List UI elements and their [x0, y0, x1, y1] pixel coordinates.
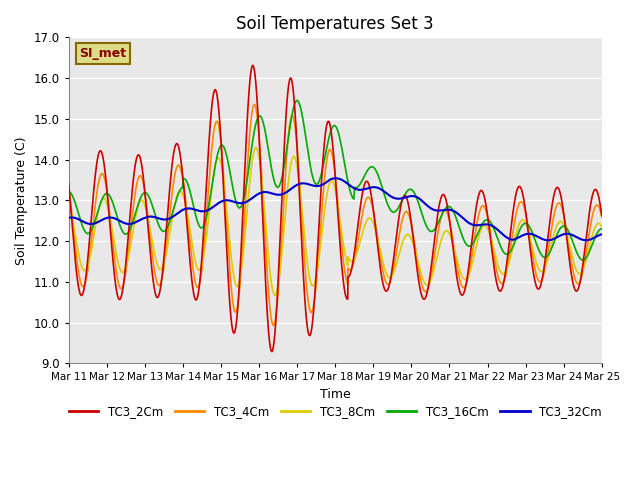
TC3_16Cm	[246, 159, 253, 165]
Line: TC3_8Cm: TC3_8Cm	[68, 148, 602, 295]
TC3_2Cm	[249, 62, 257, 68]
Line: TC3_2Cm: TC3_2Cm	[68, 65, 602, 351]
TC3_16Cm	[598, 226, 605, 232]
TC3_16Cm	[586, 249, 593, 254]
TC3_8Cm	[108, 225, 116, 230]
TC3_4Cm	[246, 133, 253, 139]
TC3_4Cm	[65, 186, 72, 192]
TC3_32Cm	[332, 175, 340, 181]
TC3_32Cm	[598, 231, 605, 237]
Title: Soil Temperatures Set 3: Soil Temperatures Set 3	[236, 15, 434, 33]
TC3_32Cm	[387, 193, 394, 199]
TC3_4Cm	[243, 168, 251, 174]
TC3_16Cm	[108, 197, 116, 203]
TC3_8Cm	[252, 145, 260, 151]
TC3_32Cm	[586, 237, 593, 243]
TC3_8Cm	[271, 292, 279, 298]
TC3_32Cm	[544, 238, 552, 243]
Line: TC3_32Cm: TC3_32Cm	[68, 178, 602, 240]
TC3_8Cm	[328, 178, 335, 184]
TC3_2Cm	[65, 181, 72, 187]
X-axis label: Time: Time	[320, 388, 351, 401]
TC3_8Cm	[598, 224, 605, 230]
TC3_4Cm	[328, 150, 335, 156]
TC3_4Cm	[598, 214, 605, 220]
TC3_16Cm	[328, 126, 335, 132]
TC3_32Cm	[65, 215, 72, 221]
TC3_2Cm	[268, 348, 276, 354]
TC3_2Cm	[586, 210, 593, 216]
TC3_32Cm	[108, 215, 116, 220]
TC3_4Cm	[250, 102, 258, 108]
TC3_4Cm	[387, 278, 394, 284]
TC3_16Cm	[243, 176, 251, 182]
TC3_8Cm	[65, 198, 72, 204]
TC3_32Cm	[246, 197, 253, 203]
TC3_8Cm	[387, 275, 394, 281]
TC3_16Cm	[387, 206, 394, 212]
TC3_4Cm	[586, 229, 593, 235]
Text: SI_met: SI_met	[79, 47, 127, 60]
TC3_2Cm	[243, 118, 251, 123]
TC3_2Cm	[598, 213, 605, 218]
TC3_16Cm	[579, 257, 587, 263]
TC3_2Cm	[108, 245, 116, 251]
TC3_8Cm	[246, 181, 253, 187]
TC3_16Cm	[65, 189, 72, 195]
Line: TC3_16Cm: TC3_16Cm	[68, 100, 602, 260]
Y-axis label: Soil Temperature (C): Soil Temperature (C)	[15, 136, 28, 264]
TC3_4Cm	[269, 323, 277, 328]
TC3_4Cm	[108, 231, 116, 237]
TC3_32Cm	[243, 199, 251, 204]
TC3_32Cm	[328, 176, 335, 182]
Legend: TC3_2Cm, TC3_4Cm, TC3_8Cm, TC3_16Cm, TC3_32Cm: TC3_2Cm, TC3_4Cm, TC3_8Cm, TC3_16Cm, TC3…	[64, 400, 607, 423]
TC3_2Cm	[328, 133, 335, 139]
TC3_2Cm	[387, 277, 394, 283]
TC3_8Cm	[243, 207, 251, 213]
Line: TC3_4Cm: TC3_4Cm	[68, 105, 602, 325]
TC3_8Cm	[586, 244, 593, 250]
TC3_2Cm	[246, 82, 253, 87]
TC3_16Cm	[293, 97, 301, 103]
